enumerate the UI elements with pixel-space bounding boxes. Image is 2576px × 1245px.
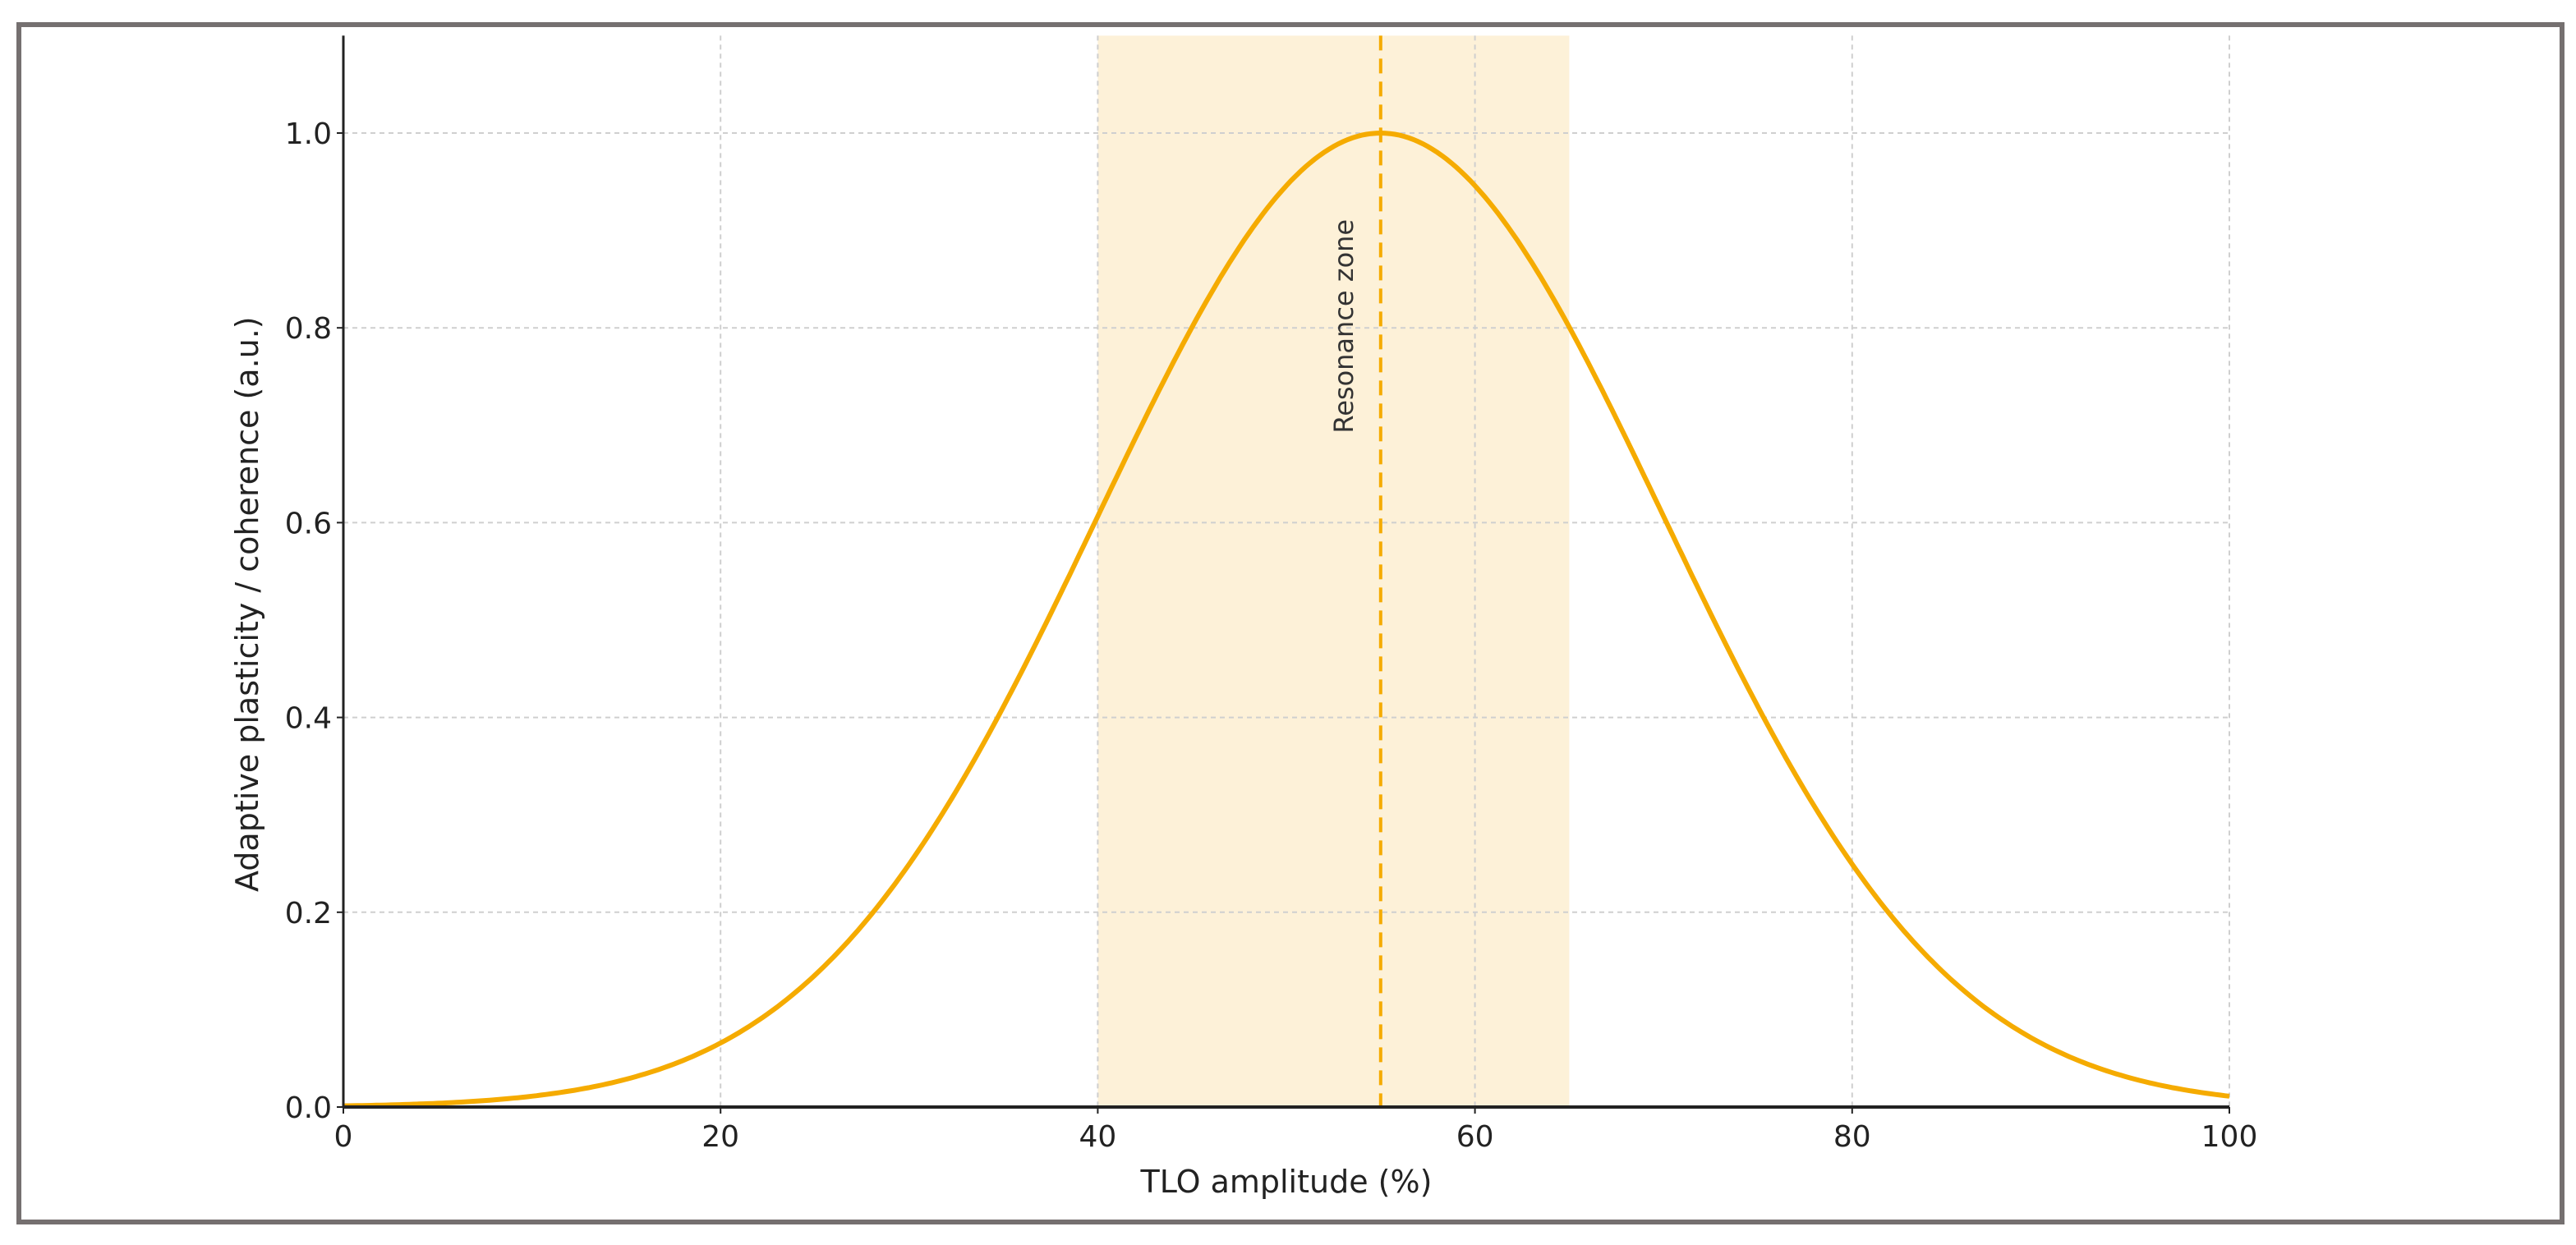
resonance-zone-shading: [1097, 35, 1570, 1107]
x-tick-label: 40: [1079, 1120, 1116, 1154]
x-axis-label: TLO amplitude (%): [1140, 1164, 1433, 1200]
y-tick-label: 0.4: [285, 702, 332, 736]
x-tick-label: 20: [702, 1120, 739, 1154]
resonance-zone-annotation: Resonance zone: [1328, 219, 1359, 434]
y-axis-label: Adaptive plasticity / coherence (a.u.): [229, 316, 265, 892]
y-tick-label: 0.0: [285, 1091, 332, 1125]
y-tick-label: 0.2: [285, 897, 332, 930]
x-tick-label: 60: [1456, 1120, 1494, 1154]
y-tick-label: 0.6: [285, 507, 332, 540]
x-tick-label: 80: [1833, 1120, 1871, 1154]
x-tick-label: 100: [2201, 1120, 2258, 1154]
y-tick-label: 1.0: [285, 117, 332, 151]
y-tick-label: 0.8: [285, 312, 332, 346]
x-tick-label: 0: [334, 1120, 353, 1154]
series-line: [343, 130, 2230, 1109]
